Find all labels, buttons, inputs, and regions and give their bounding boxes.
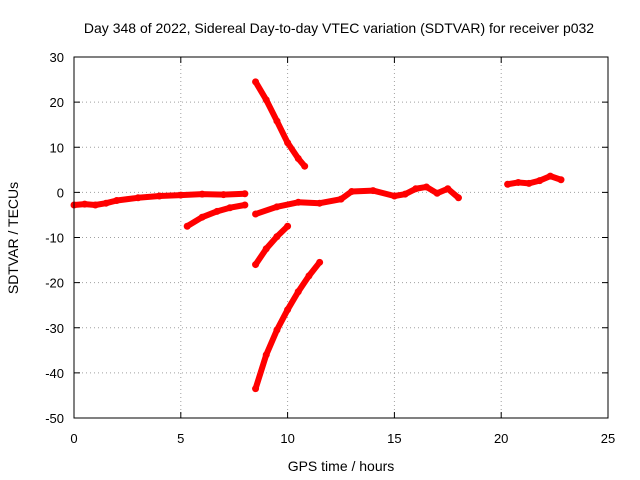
grid-lines — [74, 57, 608, 418]
data-point — [252, 385, 260, 393]
data-point — [444, 185, 452, 193]
data-point — [546, 172, 554, 180]
data-series-3 — [252, 78, 308, 170]
data-point — [401, 190, 409, 198]
data-point — [113, 196, 121, 204]
data-point — [198, 213, 206, 221]
data-point — [91, 201, 99, 209]
data-point — [102, 199, 110, 207]
data-point — [536, 177, 544, 185]
data-point — [294, 198, 302, 206]
data-point — [369, 187, 377, 195]
data-point — [155, 192, 163, 200]
y-tick-label: 20 — [50, 95, 64, 110]
data-point — [284, 139, 292, 147]
data-point — [241, 201, 249, 209]
data-point — [316, 199, 324, 207]
data-point — [198, 190, 206, 198]
data-point — [504, 180, 512, 188]
y-tick-label: 0 — [57, 185, 64, 200]
data-point — [262, 96, 270, 104]
data-point — [273, 233, 281, 241]
data-point — [316, 258, 324, 266]
x-tick-label: 20 — [494, 431, 508, 446]
y-tick-label: 10 — [50, 140, 64, 155]
y-tick-label: 30 — [50, 50, 64, 65]
y-axis-label: SDTVAR / TECUs — [5, 182, 21, 294]
data-point — [273, 203, 281, 211]
data-point — [183, 222, 191, 230]
data-layer — [70, 78, 565, 393]
data-point — [177, 191, 185, 199]
x-tick-label: 0 — [70, 431, 77, 446]
data-point — [514, 178, 522, 186]
data-series-4 — [252, 223, 291, 268]
data-point — [305, 272, 313, 280]
data-point — [422, 183, 430, 191]
data-point — [454, 194, 462, 202]
x-axis-label: GPS time / hours — [288, 458, 395, 474]
data-point — [262, 351, 270, 359]
data-point — [213, 207, 221, 215]
data-point — [273, 117, 281, 125]
data-point — [252, 210, 260, 218]
data-point — [284, 222, 292, 230]
x-tick-label: 25 — [601, 431, 615, 446]
data-point — [220, 191, 228, 199]
data-point — [273, 326, 281, 334]
y-tick-label: -50 — [45, 411, 64, 426]
data-point — [252, 78, 260, 86]
data-point — [294, 288, 302, 296]
axis-ticks: 0 5 10 15 20 25 30 20 10 0 -10 -20 -30 -40 -50 — [45, 50, 615, 446]
data-point — [262, 245, 270, 253]
x-tick-label: 10 — [280, 431, 294, 446]
data-point — [252, 261, 260, 269]
data-point — [294, 155, 302, 163]
data-point — [337, 195, 345, 203]
data-point — [390, 192, 398, 200]
data-point — [241, 190, 249, 198]
chart-title: Day 348 of 2022, Sidereal Day-to-day VTE… — [84, 20, 594, 36]
y-tick-label: -10 — [45, 231, 64, 246]
y-tick-label: -20 — [45, 276, 64, 291]
data-point — [557, 176, 565, 184]
data-point — [81, 200, 89, 208]
data-point — [134, 194, 142, 202]
x-tick-label: 15 — [387, 431, 401, 446]
x-tick-label: 5 — [177, 431, 184, 446]
data-point — [525, 179, 533, 187]
data-point — [433, 189, 441, 197]
y-tick-label: -40 — [45, 366, 64, 381]
y-tick-label: -30 — [45, 321, 64, 336]
data-point — [284, 306, 292, 314]
data-point — [226, 204, 234, 212]
data-point — [348, 187, 356, 195]
data-series-6 — [252, 183, 462, 218]
data-point — [301, 162, 309, 170]
data-point — [412, 185, 420, 193]
